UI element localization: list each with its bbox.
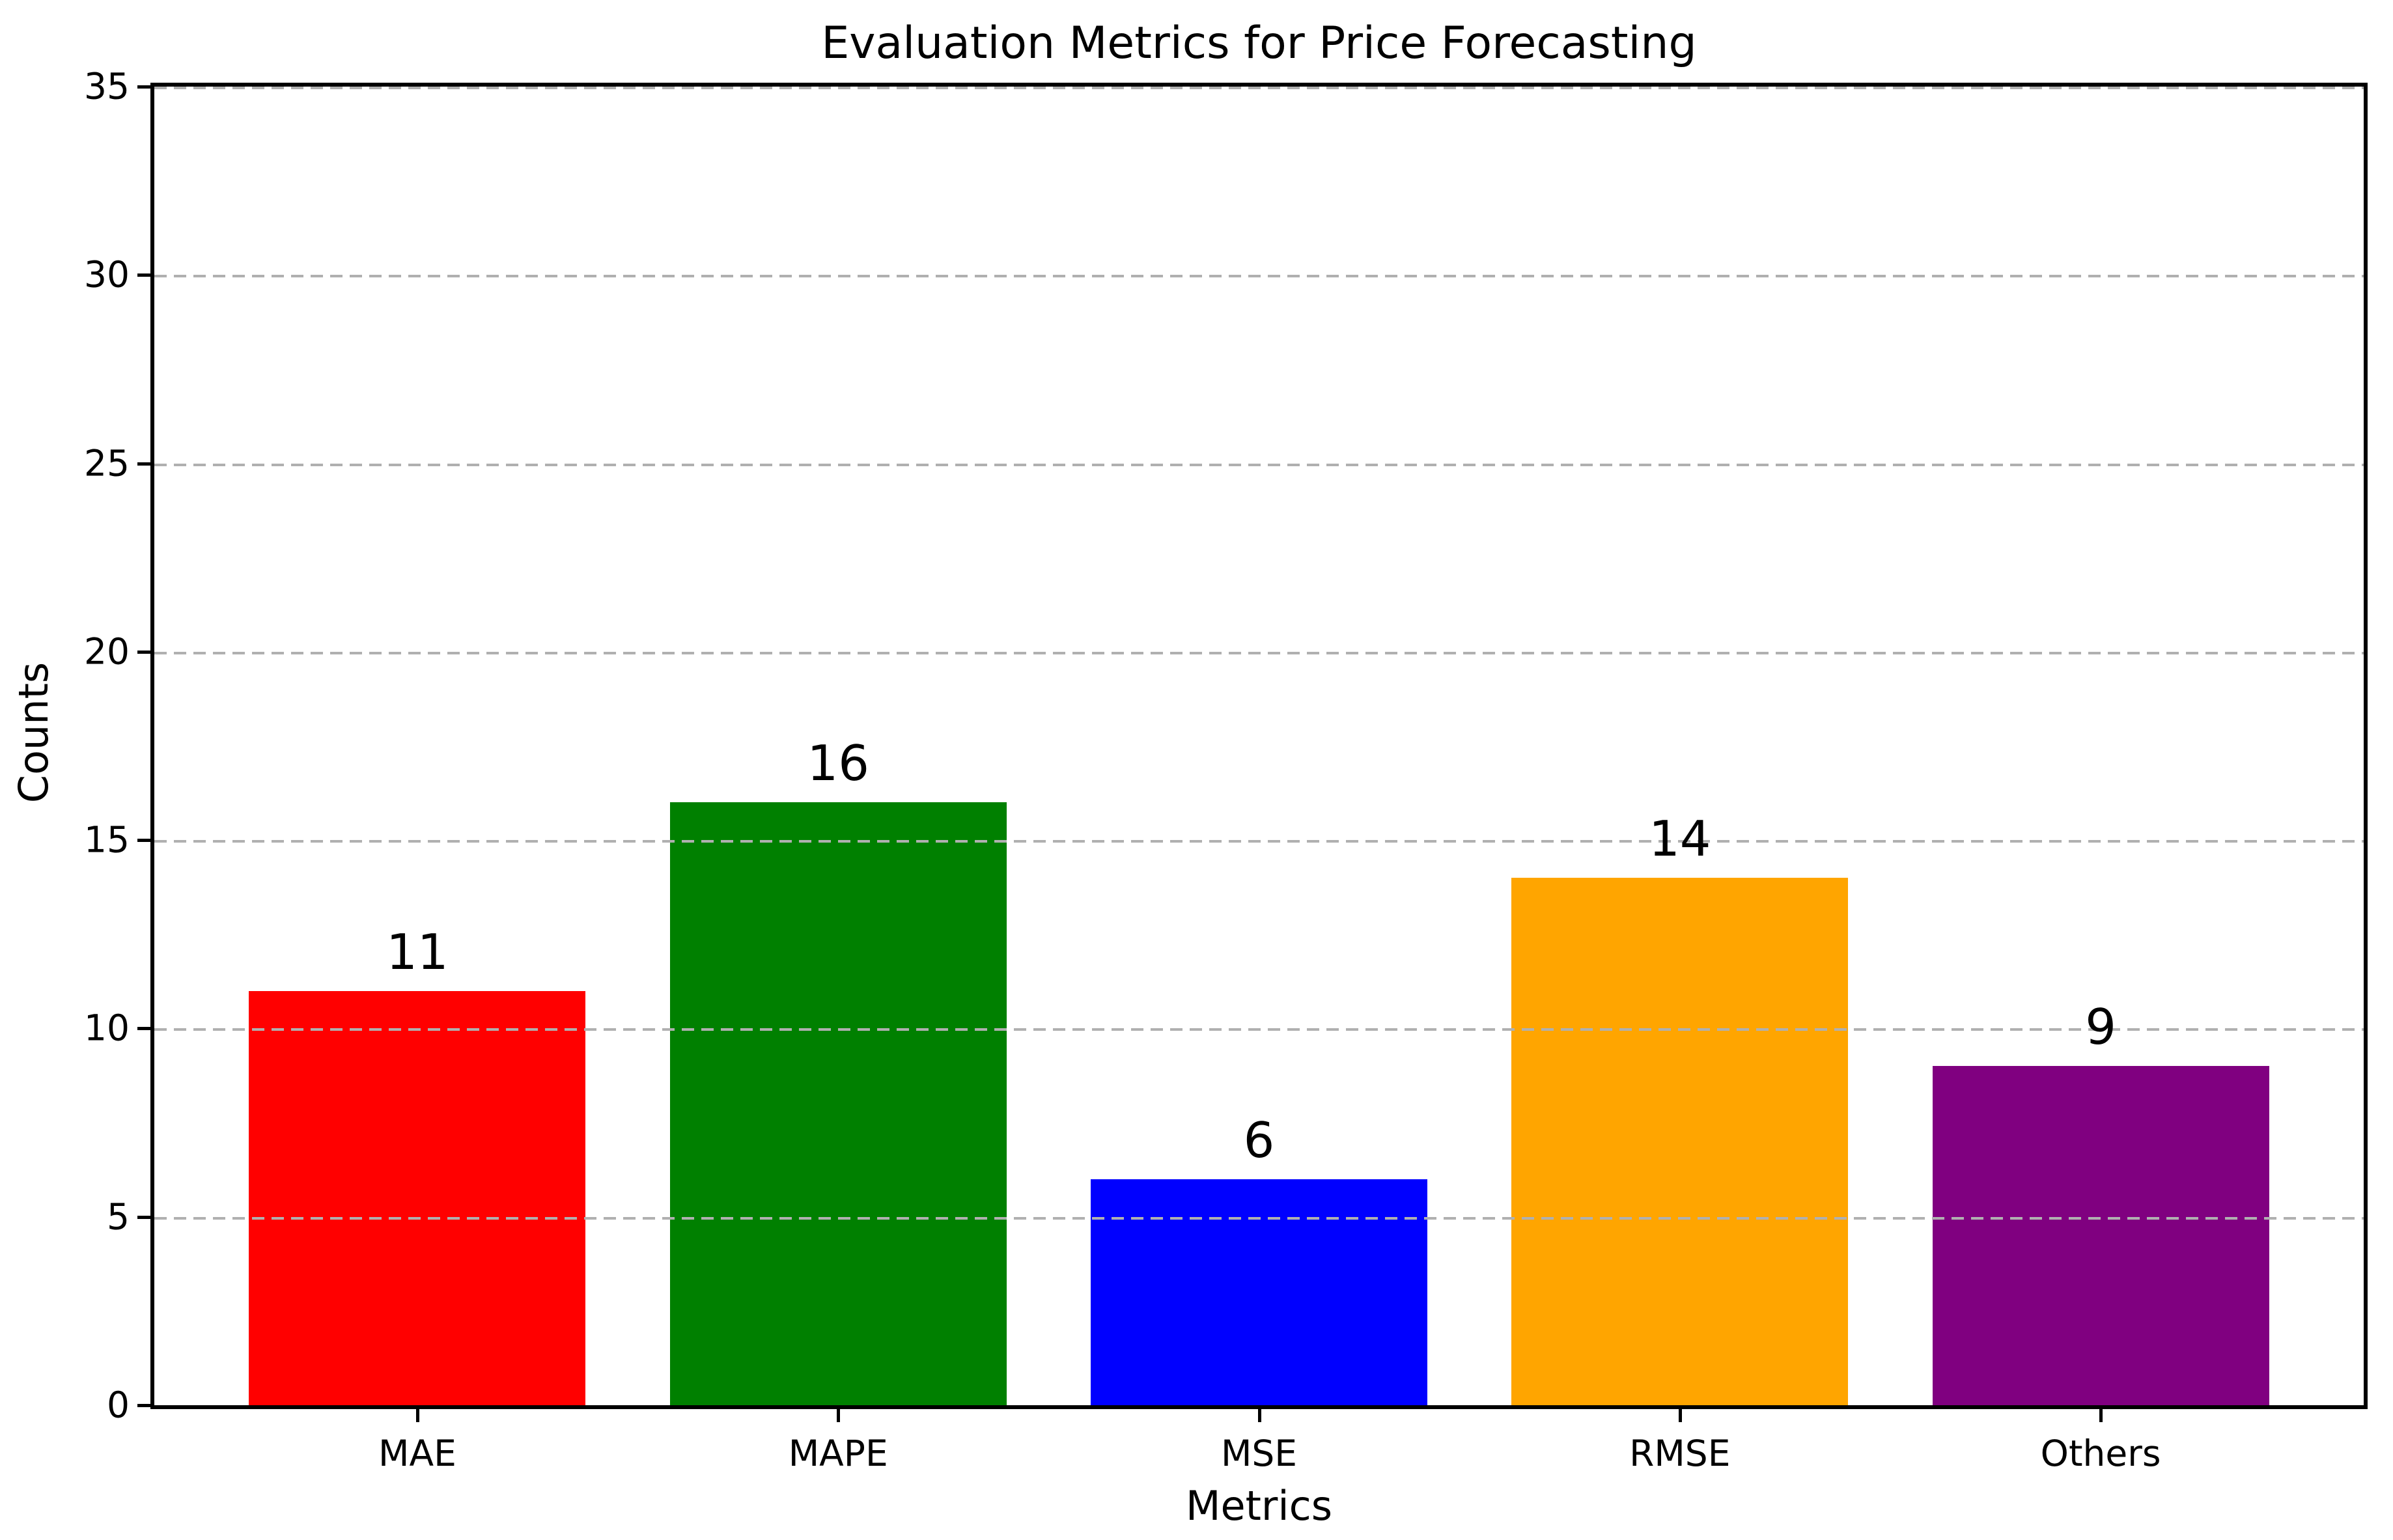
chart-title: Evaluation Metrics for Price Forecasting — [821, 18, 1697, 69]
x-tick-label-mse: MSE — [1220, 1433, 1298, 1474]
bar-value-label-mae: 11 — [386, 923, 449, 981]
x-tick-label-mape: MAPE — [788, 1433, 888, 1474]
y-tick-label-30: 30 — [84, 253, 130, 296]
x-tick-mark-others — [2099, 1409, 2103, 1422]
gridline-y-20 — [154, 651, 2364, 654]
y-tick-mark-25 — [137, 462, 150, 466]
y-tick-mark-5 — [137, 1215, 150, 1219]
y-tick-label-20: 20 — [84, 630, 130, 673]
bar-value-label-others: 9 — [2085, 998, 2116, 1056]
bar-rmse — [1511, 878, 1849, 1405]
y-tick-label-10: 10 — [84, 1007, 130, 1049]
bar-value-label-mape: 16 — [807, 735, 869, 792]
y-tick-mark-30 — [137, 273, 150, 277]
x-tick-mark-mape — [837, 1409, 841, 1422]
x-tick-label-rmse: RMSE — [1629, 1433, 1731, 1474]
y-tick-mark-15 — [137, 839, 150, 843]
x-tick-mark-mae — [415, 1409, 419, 1422]
bar-mae — [249, 990, 586, 1405]
x-tick-label-others: Others — [2040, 1433, 2161, 1474]
gridline-y-10 — [154, 1028, 2364, 1031]
y-tick-label-35: 35 — [84, 65, 130, 107]
y-tick-mark-10 — [137, 1027, 150, 1031]
gridline-y-35 — [154, 87, 2364, 89]
gridline-y-25 — [154, 463, 2364, 466]
bar-mape — [669, 802, 1007, 1405]
y-tick-mark-0 — [137, 1404, 150, 1407]
x-tick-mark-rmse — [1678, 1409, 1682, 1422]
x-tick-mark-mse — [1257, 1409, 1261, 1422]
y-axis-label: Counts — [10, 662, 57, 804]
x-axis-label: Metrics — [1185, 1482, 1333, 1530]
gridline-y-5 — [154, 1216, 2364, 1220]
y-tick-label-25: 25 — [84, 442, 130, 484]
gridline-y-30 — [154, 275, 2364, 278]
y-tick-mark-35 — [137, 85, 150, 89]
bar-others — [1932, 1066, 2269, 1405]
y-tick-label-0: 0 — [107, 1384, 130, 1426]
bar-mse — [1090, 1179, 1427, 1405]
y-tick-label-15: 15 — [84, 819, 130, 861]
gridline-y-15 — [154, 840, 2364, 843]
bar-value-label-rmse: 14 — [1649, 810, 1711, 867]
bar-value-label-mse: 6 — [1243, 1111, 1275, 1169]
plot-area: 11 16 6 14 9 — [150, 83, 2368, 1409]
y-tick-mark-20 — [137, 650, 150, 654]
y-tick-label-5: 5 — [107, 1196, 130, 1238]
x-tick-label-mae: MAE — [378, 1433, 456, 1474]
